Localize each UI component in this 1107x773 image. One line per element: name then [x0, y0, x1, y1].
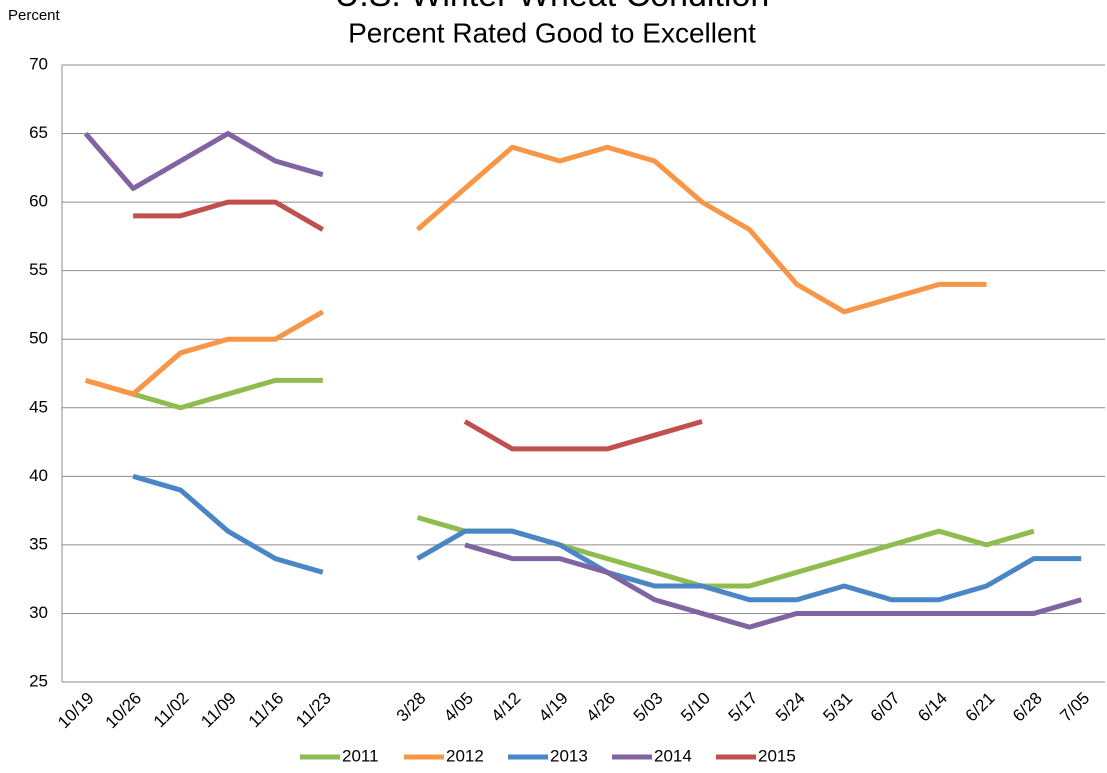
legend-label: 2011: [342, 746, 379, 765]
series-line: [133, 199, 703, 452]
series-line: [85, 144, 987, 397]
y-tick-label: 55: [29, 260, 48, 279]
legend-label: 2012: [446, 746, 484, 765]
legend-label: 2015: [758, 746, 796, 765]
x-tick-label: 10/19: [54, 689, 98, 733]
x-tick-label: 5/10: [677, 689, 714, 726]
x-tick-label: 6/28: [1009, 689, 1046, 726]
series-line: [132, 473, 1082, 603]
y-tick-label: 50: [29, 329, 48, 348]
x-tick-label: 10/26: [102, 689, 146, 733]
x-tick-label: 5/31: [819, 689, 856, 726]
legend-label: 2013: [550, 746, 588, 765]
series-line: [85, 377, 1035, 589]
x-tick-label: 4/26: [582, 689, 619, 726]
x-tick-label: 3/28: [393, 689, 430, 726]
x-tick-label: 4/05: [440, 689, 477, 726]
y-tick-label: 35: [29, 534, 48, 553]
x-tick-label: 6/07: [867, 689, 904, 726]
x-tick-label: 4/19: [535, 689, 572, 726]
y-tick-label: 60: [29, 192, 48, 211]
x-tick-label: 11/23: [292, 689, 335, 732]
y-tick-label: 40: [29, 466, 48, 485]
chart-title: U.S. Winter Wheat Condition: [335, 0, 770, 14]
legend-label: 2014: [654, 746, 692, 765]
y-tick-label: 65: [29, 123, 48, 142]
x-tick-label: 11/02: [150, 689, 193, 732]
x-tick-label: 4/12: [488, 689, 525, 726]
x-tick-label: 5/03: [630, 689, 667, 726]
x-tick-label: 11/09: [197, 689, 240, 732]
x-tick-label: 6/21: [962, 689, 999, 726]
x-tick-label: 7/05: [1056, 689, 1093, 726]
x-tick-label: 6/14: [914, 689, 951, 726]
x-tick-label: 5/24: [772, 689, 809, 726]
y-tick-label: 30: [29, 603, 48, 622]
y-tick-label: 70: [29, 54, 48, 73]
chart-subtitle: Percent Rated Good to Excellent: [348, 17, 756, 48]
y-tick-label: 25: [29, 671, 48, 690]
series-line: [83, 131, 1082, 630]
x-tick-label: 5/17: [725, 689, 762, 726]
x-tick-label: 11/16: [245, 689, 288, 732]
y-axis-label: Percent: [8, 7, 61, 24]
y-tick-label: 45: [29, 397, 48, 416]
